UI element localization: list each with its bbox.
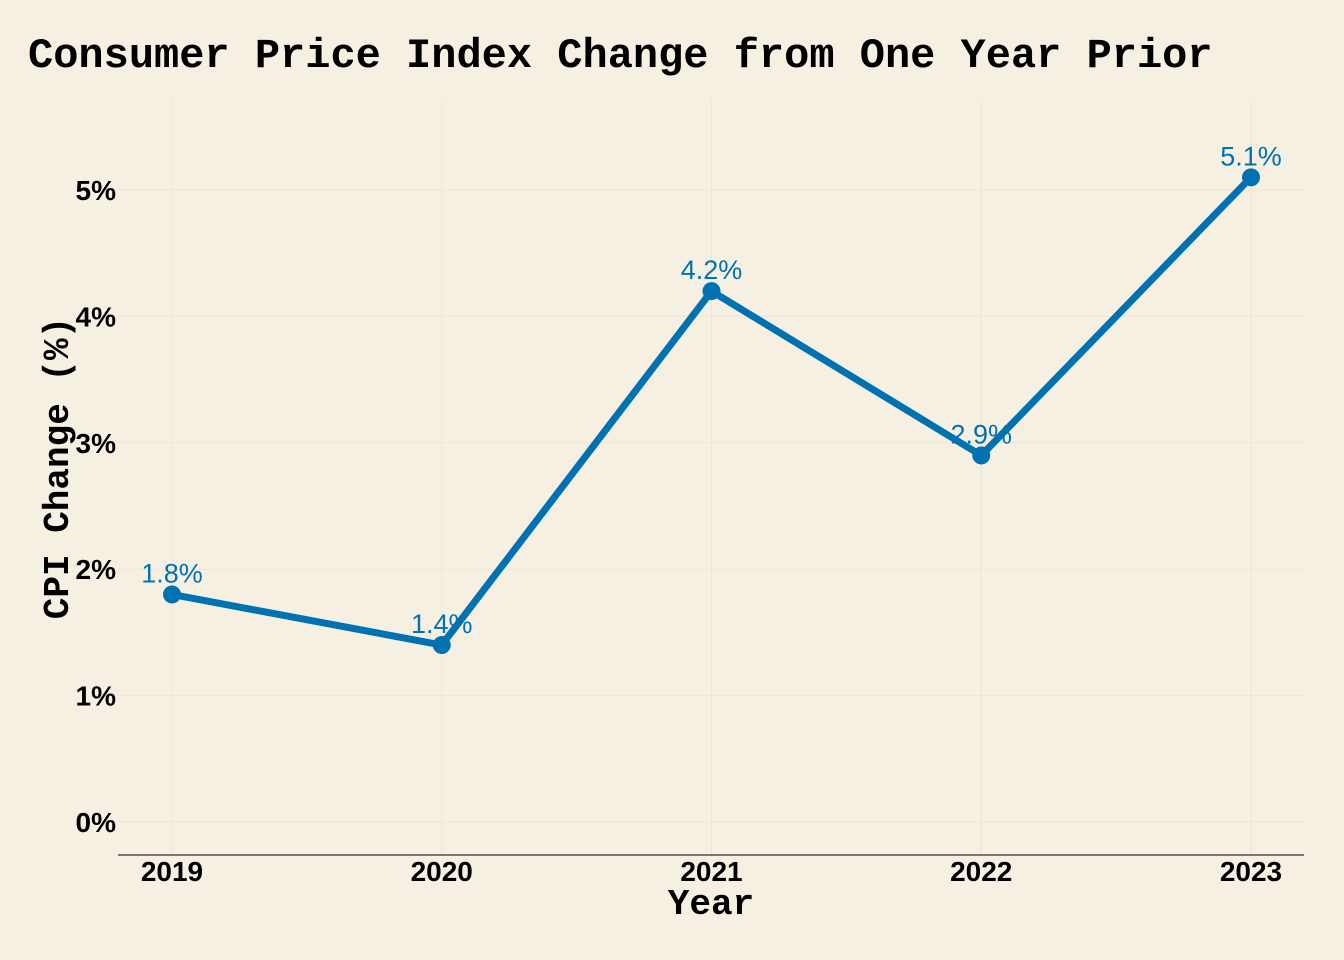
data-point <box>702 282 721 301</box>
x-tick-label: 2021 <box>680 856 742 887</box>
data-point <box>972 446 991 465</box>
x-axis-label: Year <box>668 884 754 925</box>
chart-title: Consumer Price Index Change from One Yea… <box>28 32 1213 80</box>
x-axis-ticks: 2019 2020 2021 2022 2023 <box>141 856 1282 887</box>
grid <box>118 100 1304 855</box>
y-tick-label: 4% <box>76 301 117 332</box>
y-tick-label: 3% <box>76 428 117 459</box>
series: 1.8% 1.4% 4.2% 2.9% 5.1% <box>141 141 1282 655</box>
data-point <box>432 636 451 655</box>
y-axis-label: CPI Change (%) <box>38 317 79 619</box>
data-label: 4.2% <box>681 255 743 285</box>
data-point <box>1242 168 1260 187</box>
data-label: 1.8% <box>141 558 203 588</box>
x-tick-label: 2022 <box>950 856 1012 887</box>
y-tick-label: 2% <box>76 554 117 585</box>
y-tick-label: 1% <box>76 681 117 712</box>
data-label: 5.1% <box>1220 141 1282 171</box>
data-point <box>163 585 181 604</box>
x-tick-label: 2023 <box>1220 856 1282 887</box>
x-tick-label: 2020 <box>411 856 473 887</box>
y-tick-label: 5% <box>76 175 117 206</box>
data-label: 1.4% <box>411 609 473 639</box>
y-tick-label: 0% <box>76 807 117 838</box>
data-label: 2.9% <box>950 419 1012 449</box>
x-tick-label: 2019 <box>141 856 203 887</box>
y-axis-ticks: 0% 1% 2% 3% 4% 5% <box>76 175 117 838</box>
